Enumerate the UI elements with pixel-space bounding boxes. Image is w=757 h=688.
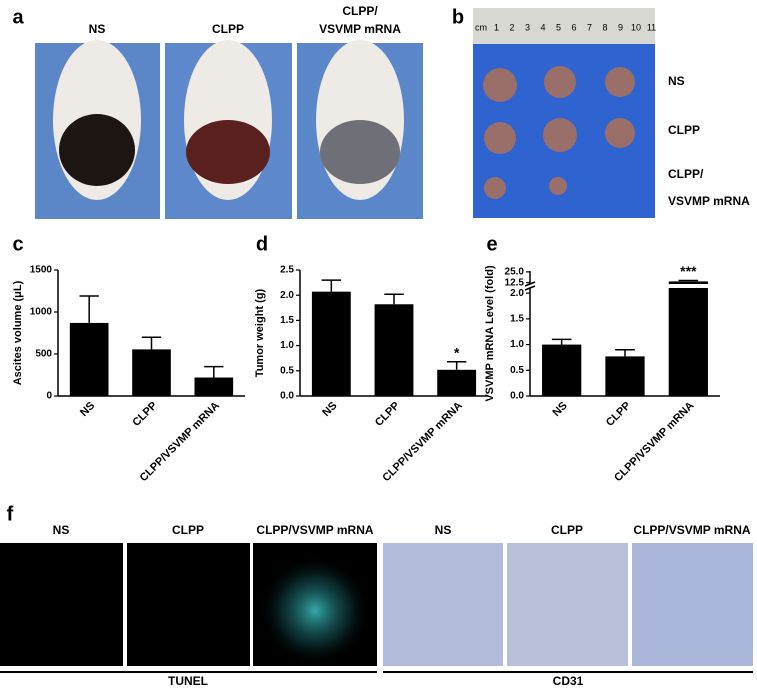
ruler-number: 5 [556,22,561,32]
ruler-number: 6 [571,22,576,32]
bar [605,356,645,396]
group-label: VSVMP mRNA [319,22,401,36]
ruler-number: cm [475,22,487,32]
ruler-number: 11 [647,22,656,32]
y-tick-label: 1500 [30,265,53,276]
error-bar [321,279,342,292]
ruler-number: 4 [540,22,545,32]
y-tick-label: 0.0 [510,391,524,402]
error-bar [204,365,224,378]
y-tick-label: 0.5 [510,365,524,376]
error-bar [141,336,162,350]
y-axis-label: Ascites volume (μL) [12,280,24,385]
y-tick-label: 1.5 [510,313,524,324]
image-label: CLPP [551,523,583,537]
group-label: CLPP/ [342,4,378,18]
panel-letter: f [7,503,14,525]
y-tick-label: 1.0 [280,340,294,351]
ruler-number: 2 [509,22,514,32]
group-label: CLPP [212,22,244,36]
y-axis-label: VSVMP mRNA Level (fold) [484,265,496,402]
panel-letter: d [256,233,268,255]
image-label: CLPP/VSVMP mRNA [633,523,750,537]
stain-label: CD31 [553,674,584,688]
y-tick-label: 500 [35,349,52,360]
x-tick-label: NS [551,400,570,419]
panel-letter: e [486,233,497,255]
y-tick-label: 0.0 [280,391,294,402]
bar [194,377,234,396]
error-bar [615,348,635,357]
x-tick-label: NS [320,400,339,419]
group-label: NS [668,74,685,88]
y-tick-label: 12.5 [505,277,525,288]
x-tick-label: CLPP [130,400,159,429]
significance-label: * [454,344,460,360]
panel-letter: c [12,233,23,255]
error-bar [551,338,572,345]
ruler-number: 1 [494,22,499,32]
panel-letter: a [12,6,24,28]
stain-label: TUNEL [168,674,208,688]
bar [437,369,477,396]
y-tick-label: 2.0 [510,288,524,299]
y-tick-label: 25.0 [505,267,525,278]
x-tick-label: CLPP [604,400,633,429]
y-tick-label: 1000 [30,307,53,318]
bar [542,344,582,396]
x-tick-label: CLPP [373,400,402,429]
y-tick-label: 2.5 [280,265,294,276]
panel-letter: b [452,6,464,28]
error-bar [678,279,699,282]
image-label: CLPP/VSVMP mRNA [256,523,373,537]
y-tick-label: 0 [46,391,52,402]
bar [668,281,708,284]
ruler-number: 9 [618,22,623,32]
image-label: NS [53,523,70,537]
bar [668,288,708,396]
bar [374,304,414,396]
ruler-number: 7 [587,22,592,32]
group-label: CLPP/ [668,167,704,181]
error-bar [79,295,99,323]
group-label: CLPP [668,123,700,137]
ruler-number: 10 [631,22,641,32]
ruler-number: 3 [525,22,530,32]
axis-break [524,285,536,291]
bar [69,322,109,396]
y-axis-label: Tumor weight (g) [254,288,266,377]
x-tick-label: NS [78,400,97,419]
y-tick-label: 2.0 [280,290,294,301]
error-bar [384,293,404,305]
y-tick-label: 1.0 [510,339,524,350]
y-tick-label: 0.5 [280,365,294,376]
y-tick-label: 1.5 [280,315,294,326]
axis-break [524,281,536,287]
bar [311,291,351,396]
significance-label: *** [680,263,697,279]
staining-images [0,543,753,673]
error-bar [446,360,467,370]
ruler-number: 8 [602,22,607,32]
group-label: NS [89,22,106,36]
group-label: VSVMP mRNA [668,194,750,208]
image-label: CLPP [172,523,204,537]
mouse-photos [35,40,423,219]
bar [132,349,171,396]
tumor-photo [473,8,655,218]
image-label: NS [435,523,452,537]
